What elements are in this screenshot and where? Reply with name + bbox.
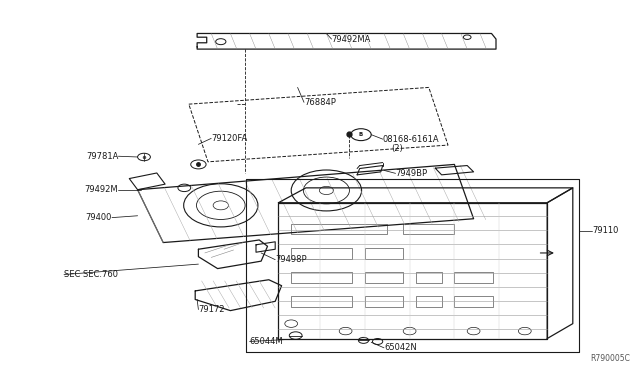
Text: B: B — [359, 132, 363, 137]
Text: 79781A: 79781A — [86, 152, 118, 161]
Text: 79492M: 79492M — [84, 185, 118, 194]
Bar — [291, 272, 352, 283]
Bar — [416, 272, 442, 283]
Bar — [291, 248, 352, 259]
Text: 79498P: 79498P — [275, 255, 307, 264]
Bar — [416, 296, 442, 307]
Bar — [365, 272, 403, 283]
Bar — [454, 272, 493, 283]
Bar — [403, 224, 454, 234]
Bar — [291, 224, 387, 234]
Text: SEC SEC.760: SEC SEC.760 — [64, 270, 118, 279]
Text: 79120FA: 79120FA — [211, 134, 248, 143]
Text: 65042N: 65042N — [384, 343, 417, 352]
Text: 79110: 79110 — [592, 226, 618, 235]
Text: 76884P: 76884P — [304, 98, 336, 107]
Text: 7949BP: 7949BP — [396, 169, 428, 178]
Text: 08168-6161A: 08168-6161A — [383, 135, 439, 144]
Text: 79400: 79400 — [86, 213, 112, 222]
Text: 79492MA: 79492MA — [332, 35, 371, 44]
Text: (2): (2) — [392, 144, 403, 153]
Text: R790005C: R790005C — [591, 354, 630, 363]
Bar — [365, 296, 403, 307]
Text: 79172: 79172 — [198, 305, 225, 314]
Bar — [291, 296, 352, 307]
Bar — [454, 296, 493, 307]
Bar — [365, 248, 403, 259]
Text: 65044M: 65044M — [250, 337, 284, 346]
